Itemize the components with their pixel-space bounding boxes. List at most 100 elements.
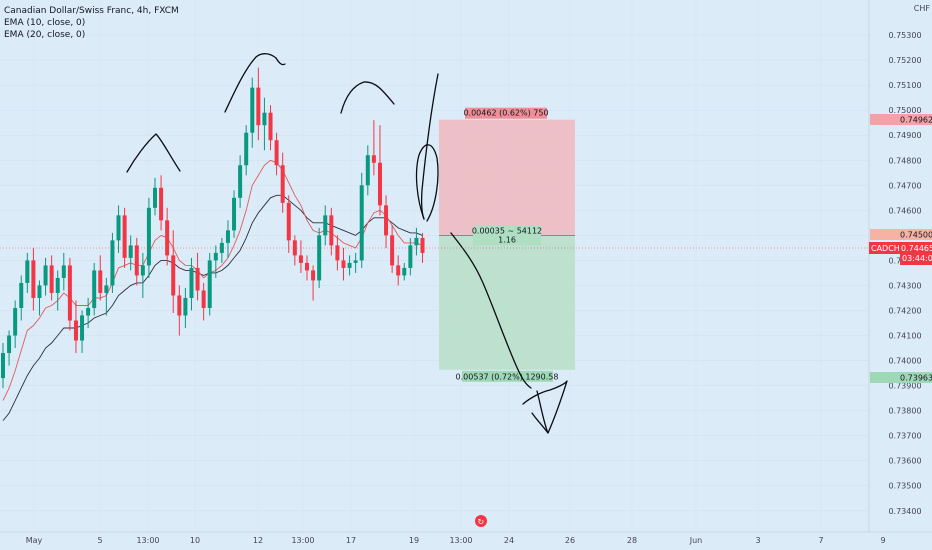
candle bbox=[371, 120, 376, 176]
candle-body bbox=[1, 353, 5, 379]
price-tick-label: 0.75000 bbox=[888, 106, 921, 115]
candle bbox=[104, 277, 109, 316]
candle bbox=[384, 195, 389, 248]
price-tick-label: 0.74600 bbox=[888, 206, 921, 215]
price-tick-label: 0.74300 bbox=[888, 281, 921, 290]
ema-20-path bbox=[2, 194, 423, 421]
candle bbox=[377, 125, 382, 216]
target-label: 0.00537 (0.72%) 1290.58 bbox=[456, 372, 559, 381]
head-peak-arc[interactable] bbox=[224, 53, 286, 113]
price-axis[interactable] bbox=[869, 0, 932, 550]
candle-body bbox=[195, 267, 200, 291]
candle bbox=[225, 220, 230, 258]
candle-body bbox=[311, 270, 316, 281]
time-tick-label: 13:00 bbox=[449, 536, 472, 545]
svg-text:0.73963: 0.73963 bbox=[900, 374, 932, 383]
candle-body bbox=[347, 262, 352, 268]
time-tick-label: 7 bbox=[818, 536, 823, 545]
candle bbox=[1, 343, 5, 389]
candle bbox=[219, 237, 224, 263]
target-arrow[interactable] bbox=[522, 380, 568, 434]
price-tick-label: 0.74900 bbox=[888, 131, 921, 140]
candle bbox=[365, 145, 370, 196]
candle-body bbox=[268, 112, 273, 141]
svg-text:↻: ↻ bbox=[478, 518, 485, 527]
candle-body bbox=[420, 237, 425, 253]
legend-ema-10[interactable]: EMA (10, close, 0) bbox=[4, 18, 86, 28]
candle bbox=[232, 190, 237, 238]
last-price-tag: 0.74465 03:44:03 bbox=[900, 242, 932, 265]
candle bbox=[165, 207, 170, 266]
head-shoulders-left-arc[interactable] bbox=[126, 133, 181, 173]
candle bbox=[256, 67, 261, 141]
price-tick-label: 0.74800 bbox=[888, 156, 921, 165]
candle-body bbox=[19, 282, 24, 308]
projected-path[interactable] bbox=[450, 232, 532, 389]
candle bbox=[183, 287, 188, 329]
legend-symbol[interactable]: Canadian Dollar/Swiss Franc, 4h, FXCM bbox=[4, 6, 179, 16]
entry-label-box bbox=[473, 225, 541, 246]
target-arrow-tail[interactable] bbox=[531, 412, 549, 434]
candle-body bbox=[31, 260, 36, 298]
candle bbox=[213, 245, 218, 278]
stop-price-tag: 0.74962 bbox=[870, 114, 932, 125]
candle-body bbox=[110, 240, 115, 286]
time-tick-label: 10 bbox=[190, 536, 200, 545]
candle bbox=[110, 232, 115, 293]
candle bbox=[153, 177, 157, 216]
candle-body bbox=[371, 155, 376, 163]
candle bbox=[61, 252, 66, 291]
candle bbox=[37, 280, 42, 316]
candle-body bbox=[61, 265, 66, 278]
candle bbox=[25, 252, 30, 293]
target-label-box bbox=[462, 370, 553, 382]
candle bbox=[268, 105, 273, 151]
candle bbox=[195, 252, 200, 301]
time-tick-label: 13:00 bbox=[136, 536, 159, 545]
candle-body bbox=[134, 245, 139, 276]
svg-text:0.74500: 0.74500 bbox=[900, 231, 932, 240]
candle-body bbox=[159, 187, 164, 221]
candle bbox=[171, 230, 176, 313]
candle-body bbox=[219, 242, 224, 253]
price-axis-ticks: 0.75300 0.75200 0.75100 0.75000 0.74900 0.748… bbox=[888, 31, 921, 516]
candle-body bbox=[171, 255, 176, 296]
time-tick-label: 26 bbox=[565, 536, 575, 545]
candle bbox=[177, 285, 182, 336]
legend-ema-20[interactable]: EMA (20, close, 0) bbox=[4, 30, 86, 40]
candle-body bbox=[323, 215, 328, 236]
candle bbox=[323, 205, 328, 246]
right-shoulder-arc[interactable] bbox=[340, 81, 395, 114]
svg-text:0.74962: 0.74962 bbox=[900, 116, 932, 125]
candle-body bbox=[402, 267, 407, 276]
candle-body bbox=[165, 220, 170, 256]
candle bbox=[128, 235, 133, 271]
time-tick-label: 19 bbox=[409, 536, 419, 545]
candle-body bbox=[353, 260, 358, 263]
candle bbox=[390, 225, 395, 273]
candle-body bbox=[298, 255, 303, 263]
candlestick-series[interactable] bbox=[1, 67, 425, 389]
chart-legend[interactable]: Canadian Dollar/Swiss Franc, 4h, FXCM EM… bbox=[4, 5, 179, 41]
time-tick-label: 5 bbox=[97, 536, 102, 545]
ema-10-line bbox=[2, 159, 423, 401]
time-axis-ticks[interactable]: May 5 13:00 10 12 13:00 17 19 13:00 24 26 28 Jun 3 7 9 bbox=[26, 536, 886, 545]
svg-text:CADCHF: CADCHF bbox=[871, 244, 905, 253]
freehand-drawings[interactable] bbox=[126, 53, 568, 434]
candle-body bbox=[280, 165, 285, 203]
candle-body bbox=[104, 285, 109, 293]
candle-body bbox=[7, 335, 12, 354]
time-tick-label: 3 bbox=[755, 536, 760, 545]
candle-body bbox=[13, 307, 18, 336]
candle-body bbox=[201, 290, 206, 308]
replay-icon[interactable]: ↻ bbox=[475, 515, 487, 527]
price-tick-label: 0.75100 bbox=[888, 81, 921, 90]
candle bbox=[31, 247, 36, 311]
candle bbox=[86, 297, 91, 329]
ema-10-path bbox=[2, 159, 423, 401]
candle bbox=[140, 252, 145, 298]
loop-stroke[interactable] bbox=[415, 144, 439, 222]
candle bbox=[116, 205, 121, 253]
